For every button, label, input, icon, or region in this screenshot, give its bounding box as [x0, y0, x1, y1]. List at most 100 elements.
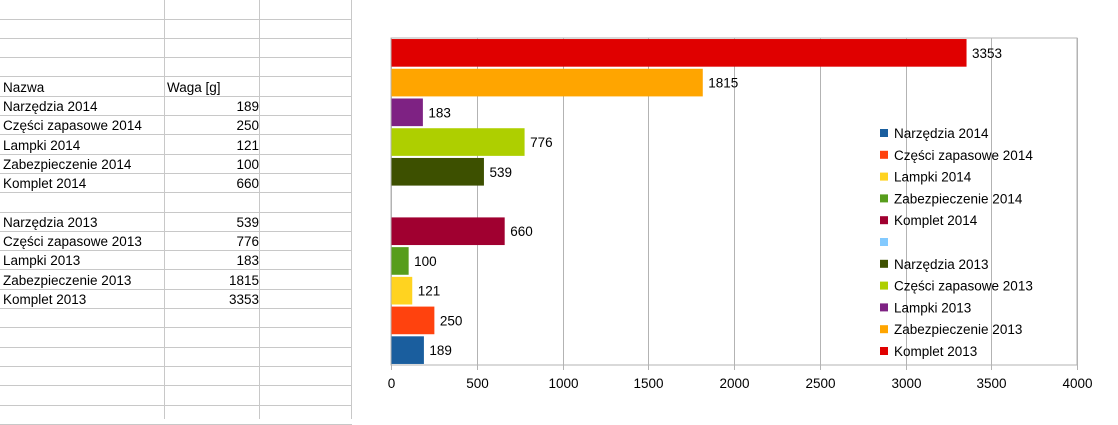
bar — [391, 98, 423, 127]
legend-swatch — [880, 347, 888, 355]
bar — [391, 128, 525, 156]
cell-weight[interactable]: 1815 — [228, 272, 259, 288]
bar — [391, 39, 967, 67]
sheet-row[interactable]: Części zapasowe 2014 250 — [0, 116, 352, 136]
sheet-row[interactable] — [0, 39, 352, 59]
cell-weight[interactable]: 3353 — [228, 292, 259, 307]
legend-swatch — [880, 172, 888, 181]
legend-swatch — [880, 194, 888, 203]
cell-name[interactable]: Części zapasowe 2014 — [3, 118, 142, 134]
sheet-row[interactable]: Nazwa Waga [g] — [0, 78, 352, 97]
sheet-row[interactable]: Części zapasowe 2013 776 — [0, 232, 352, 252]
x-tick-label: 2500 — [805, 376, 835, 391]
cell-name[interactable]: Zabezpieczenie 2013 — [3, 272, 132, 288]
legend-label: Lampki 2014 — [894, 170, 972, 185]
x-tick-label: 500 — [466, 376, 489, 391]
sheet-row[interactable] — [0, 1, 352, 20]
column-header-name[interactable]: Nazwa — [3, 79, 45, 95]
bar-chart: 0 500 1000 1500 2000 2500 3000 3500 4000 189 250 12… — [352, 0, 1118, 419]
x-tick-label: 1000 — [548, 376, 578, 391]
sheet-row[interactable]: Zabezpieczenie 2013 1815 — [0, 271, 352, 290]
legend-label: Części zapasowe 2014 — [894, 148, 1033, 163]
cell-weight[interactable]: 250 — [236, 118, 259, 134]
legend-swatch — [880, 238, 888, 246]
bar-value-label: 100 — [414, 254, 437, 269]
chart-svg: 0 500 1000 1500 2000 2500 3000 3500 4000 189 250 12… — [388, 37, 1093, 391]
sheet-row[interactable]: Narzędzia 2013 539 — [0, 213, 352, 232]
sheet-row[interactable]: Komplet 2014 660 — [0, 174, 352, 194]
x-tick-label: 2000 — [719, 376, 749, 391]
bar-value-label: 3353 — [972, 46, 1002, 61]
sheet-row[interactable] — [0, 406, 352, 425]
sheet-row[interactable] — [0, 309, 352, 329]
cell-weight[interactable]: 539 — [236, 214, 259, 230]
sheet-row[interactable]: Zabezpieczenie 2014 100 — [0, 155, 352, 174]
sheet-row[interactable] — [0, 194, 352, 213]
legend-label: Narzędzia 2014 — [894, 126, 989, 141]
bar-value-label: 183 — [428, 105, 451, 120]
cell-weight[interactable]: 121 — [236, 137, 259, 153]
cell-name[interactable]: Części zapasowe 2013 — [3, 234, 142, 250]
sheet-row[interactable]: Narzędzia 2014 189 — [0, 97, 352, 116]
legend-label: Zabezpieczenie 2014 — [894, 191, 1023, 206]
legend-swatch — [880, 129, 888, 137]
column-divider — [351, 0, 352, 419]
legend-label: Komplet 2013 — [894, 344, 977, 359]
legend-label: Komplet 2014 — [894, 213, 978, 228]
x-tick-label: 0 — [388, 376, 396, 391]
bar-value-label: 189 — [429, 343, 452, 358]
column-header-weight[interactable]: Waga [g] — [167, 79, 221, 95]
x-tick-label: 1500 — [633, 376, 663, 391]
bar-value-label: 121 — [418, 284, 441, 299]
column-divider — [164, 0, 165, 419]
cell-weight[interactable]: 189 — [236, 99, 259, 114]
legend-swatch — [880, 216, 888, 225]
sheet-row[interactable]: Lampki 2014 121 — [0, 136, 352, 155]
legend-label: Zabezpieczenie 2013 — [894, 322, 1022, 337]
cell-name[interactable]: Lampki 2014 — [3, 137, 81, 153]
spreadsheet-grid: Nazwa Waga [g] Narzędzia 2014 189 Części zap… — [0, 0, 352, 425]
cell-weight[interactable]: 776 — [236, 234, 259, 250]
cell-name[interactable]: Narzędzia 2013 — [3, 214, 98, 230]
cell-weight[interactable]: 660 — [236, 176, 259, 192]
bar — [391, 157, 484, 186]
bar-value-label: 250 — [440, 313, 463, 328]
legend-swatch — [880, 281, 888, 290]
legend-swatch — [880, 150, 888, 159]
sheet-row[interactable] — [0, 387, 352, 406]
x-tick-label: 4000 — [1062, 376, 1092, 391]
x-tick-label: 3500 — [976, 376, 1006, 391]
legend-label: Części zapasowe 2013 — [894, 279, 1033, 294]
sheet-row[interactable] — [0, 367, 352, 387]
sheet-row[interactable]: Komplet 2013 3353 — [0, 290, 352, 309]
bar — [391, 336, 424, 364]
legend-label: Narzędzia 2013 — [894, 257, 989, 272]
bar — [391, 306, 435, 335]
bar — [391, 217, 505, 246]
legend-swatch — [880, 303, 888, 312]
bar — [391, 68, 703, 97]
cell-name[interactable]: Komplet 2013 — [3, 292, 87, 307]
bar-value-label: 660 — [510, 224, 533, 239]
cell-name[interactable]: Lampki 2013 — [3, 253, 81, 269]
column-divider — [259, 0, 260, 419]
bar-value-label: 539 — [489, 165, 512, 180]
cell-weight[interactable]: 183 — [236, 253, 259, 269]
legend-swatch — [880, 325, 888, 334]
legend-label: Lampki 2013 — [894, 300, 971, 315]
cell-name[interactable]: Narzędzia 2014 — [3, 99, 98, 114]
bar — [391, 276, 413, 305]
x-tick-label: 3000 — [891, 376, 921, 391]
bar — [391, 247, 409, 275]
bar-value-label: 1815 — [708, 76, 738, 91]
cell-name[interactable]: Komplet 2014 — [3, 176, 87, 192]
sheet-row[interactable] — [0, 20, 352, 39]
cell-weight[interactable]: 100 — [236, 156, 259, 172]
sheet-row[interactable]: Lampki 2013 183 — [0, 251, 352, 271]
bar-value-label: 776 — [530, 135, 553, 150]
sheet-row[interactable] — [0, 58, 352, 78]
sheet-row[interactable] — [0, 348, 352, 367]
sheet-row[interactable] — [0, 329, 352, 348]
cell-name[interactable]: Zabezpieczenie 2014 — [3, 156, 132, 172]
legend-swatch — [880, 259, 888, 268]
